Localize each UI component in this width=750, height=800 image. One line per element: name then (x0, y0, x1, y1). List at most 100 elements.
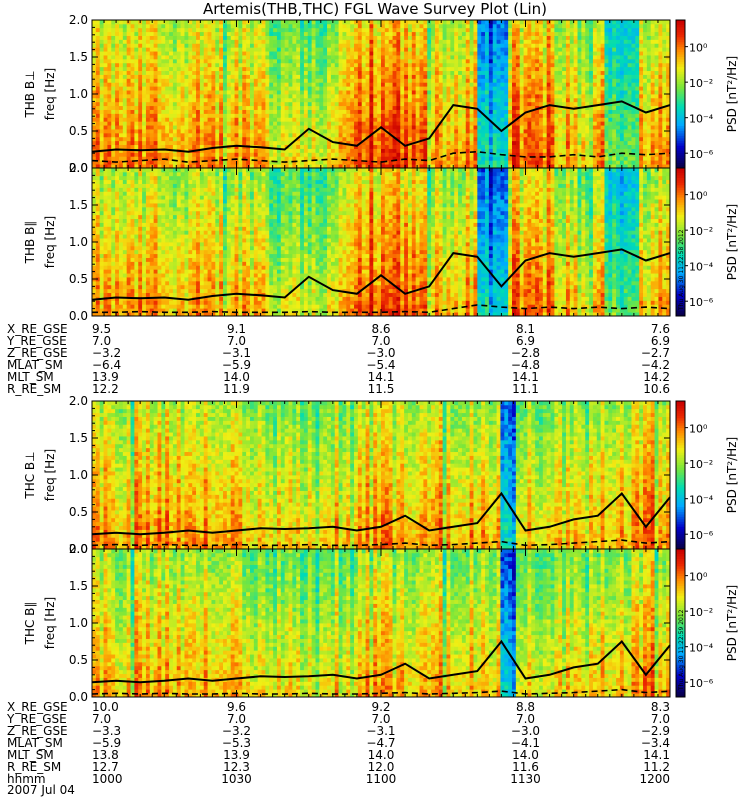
thc-ephemeris-value: 14.0 (351, 748, 411, 762)
thc-ephemeris-label: hhmm (7, 772, 46, 786)
ylabel-freq: freq [Hz] (43, 597, 57, 649)
thb-ephemeris-value: 7.0 (92, 334, 152, 348)
thb-ephemeris-label: R_RE_SM (7, 382, 61, 396)
ylabel-freq: freq [Hz] (43, 449, 57, 501)
thc-ephemeris-value: 12.3 (207, 760, 267, 774)
colorbar-frame (675, 548, 686, 698)
thc-ephemeris-value: 7.0 (92, 712, 152, 726)
colorbar-tick-label: 10⁻⁴ (689, 642, 714, 655)
ylabel-panel: THB B∥ (23, 221, 37, 265)
thc-ephemeris-value: 11.2 (610, 760, 670, 774)
thb-ephemeris-value: −3.0 (351, 346, 411, 360)
thb-ephemeris-value: 7.0 (351, 334, 411, 348)
spectrogram-panel-2 (92, 168, 671, 317)
ytick-label: 1.0 (69, 87, 88, 101)
ytick-label: 1.0 (69, 235, 88, 249)
thb-ephemeris-value: −6.4 (92, 358, 152, 372)
thc-ephemeris-value: 1100 (351, 772, 411, 786)
ytick-label: 0.5 (69, 653, 88, 667)
thc-ephemeris-value: 9.2 (351, 700, 411, 714)
thc-ephemeris-value: −3.1 (351, 724, 411, 738)
ytick-label: 0.5 (69, 272, 88, 286)
thc-ephemeris-value: 12.0 (351, 760, 411, 774)
thc-ephemeris-value: 14.1 (610, 748, 670, 762)
thc-ephemeris-label: X_RE_GSE (7, 700, 68, 714)
thb-ephemeris-value: −4.8 (496, 358, 556, 372)
colorbar-1 (676, 20, 685, 169)
colorbar-tick-label: 10⁻⁶ (689, 677, 714, 690)
colorbar-tick-label: 10⁻² (689, 77, 713, 90)
thb-ephemeris-value: 6.9 (496, 334, 556, 348)
colorbar-tick-label: 10⁻² (689, 225, 713, 238)
thc-ephemeris-value: 8.8 (496, 700, 556, 714)
thb-ephemeris-value: 14.2 (610, 370, 670, 384)
thc-ephemeris-value: −3.3 (92, 724, 152, 738)
thc-ephemeris-value: 1030 (207, 772, 267, 786)
colorbar-tick-label: 10⁰ (689, 423, 708, 436)
ytick-label: 1.5 (69, 431, 88, 445)
thc-ephemeris-value: 13.9 (207, 748, 267, 762)
thb-ephemeris-value: 11.5 (351, 382, 411, 396)
ytick-label: 1.0 (69, 468, 88, 482)
thc-ephemeris-label: MLAT_SM (7, 736, 63, 750)
thc-ephemeris-label: Y_RE_GSE (7, 712, 67, 726)
colorbar-tick-label: 10⁻⁴ (689, 261, 714, 274)
ylabel-panel: THC B∥ (23, 602, 37, 646)
plot-title: Artemis(THB,THC) FGL Wave Survey Plot (L… (0, 0, 750, 18)
thb-ephemeris-label: Z_RE_GSE (7, 346, 68, 360)
dashed-freq-line (91, 539, 671, 547)
thb-ephemeris-value: 10.6 (610, 382, 670, 396)
thb-ephemeris-value: 7.6 (610, 322, 670, 336)
ylabel-freq: freq [Hz] (43, 68, 57, 120)
ytick-label: 0.5 (69, 124, 88, 138)
thb-ephemeris-value: 12.2 (92, 382, 152, 396)
thc-ephemeris-label: R_RE_SM (7, 760, 61, 774)
spectrogram-panel-3 (92, 401, 671, 550)
thc-ephemeris-value: −3.2 (207, 724, 267, 738)
colorbar-tick-label: 10⁻⁶ (689, 148, 714, 161)
thb-ephemeris-value: 8.1 (496, 322, 556, 336)
timestamp-stamp-thb: Thu Aug 30 11:22:58 2012 (678, 230, 685, 310)
thb-ephemeris-value: 14.1 (496, 370, 556, 384)
colorbar-tick-label: 10⁻⁶ (689, 529, 714, 542)
thc-ephemeris-value: 12.7 (92, 760, 152, 774)
thb-ephemeris-value: −3.2 (92, 346, 152, 360)
colorbar-label: PSD [nT²/Hz] (725, 437, 739, 513)
thb-ephemeris-value: 8.6 (351, 322, 411, 336)
thb-ephemeris-value: −5.9 (207, 358, 267, 372)
ylabel-panel: THC B⊥ (23, 451, 37, 499)
thc-ephemeris-value: −3.4 (610, 736, 670, 750)
thb-ephemeris-value: 9.1 (207, 322, 267, 336)
dashed-freq-line (91, 688, 671, 695)
colorbar-label: PSD [nT²/Hz] (725, 204, 739, 280)
timestamp-stamp-thc: Thu Aug 30 11:22:59 2012 (678, 610, 685, 690)
ylabel-panel: THB B⊥ (23, 70, 37, 118)
colorbar-tick-label: 10⁻² (689, 606, 713, 619)
thb-ephemeris-value: 7.0 (207, 334, 267, 348)
thc-ephemeris-value: 1000 (92, 772, 152, 786)
thc-ephemeris-value: 13.8 (92, 748, 152, 762)
date-label: 2007 Jul 04 (7, 783, 75, 797)
colorbar-tick-label: 10⁰ (689, 42, 708, 55)
thc-ephemeris-value: 7.0 (610, 712, 670, 726)
colorbar-tick-label: 10⁻⁴ (689, 494, 714, 507)
colorbar-tick-label: 10⁻² (689, 458, 713, 471)
thb-ephemeris-value: 14.1 (351, 370, 411, 384)
thb-ephemeris-value: 11.1 (496, 382, 556, 396)
colorbar-label: PSD [nT²/Hz] (725, 56, 739, 132)
thb-ephemeris-value: −3.1 (207, 346, 267, 360)
colorbar-tick-label: 10⁰ (689, 190, 708, 203)
thc-ephemeris-value: 14.0 (496, 748, 556, 762)
thb-ephemeris-value: 14.0 (207, 370, 267, 384)
ytick-label: 0.0 (69, 161, 88, 175)
ytick-label: 0.0 (69, 542, 88, 556)
thc-ephemeris-value: 8.3 (610, 700, 670, 714)
colorbar-2 (676, 168, 685, 317)
thc-ephemeris-value: −2.9 (610, 724, 670, 738)
solid-freq-line (91, 491, 671, 536)
thc-ephemeris-value: 7.0 (207, 712, 267, 726)
colorbar-tick-label: 10⁻⁶ (689, 296, 714, 309)
solid-freq-line (91, 100, 671, 153)
ytick-label: 1.5 (69, 50, 88, 64)
ytick-label: 2.0 (69, 394, 88, 408)
